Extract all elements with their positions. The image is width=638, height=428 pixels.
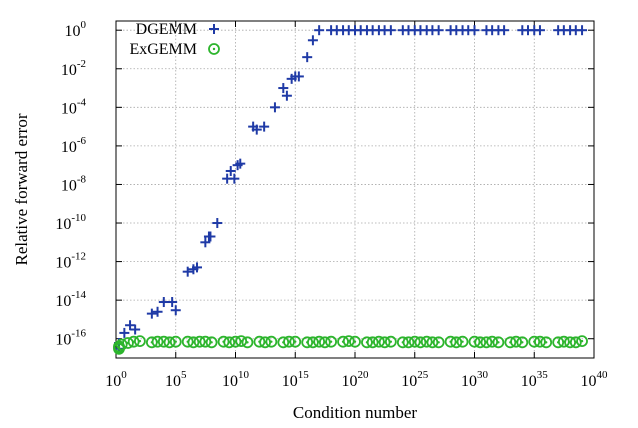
data-point: [499, 25, 510, 36]
data-point: [278, 83, 289, 94]
data-point: [289, 335, 302, 348]
axis-ticks: 100 105 1010 1015 1020 1025 1030 1035 1040 100 10-…: [55, 19, 608, 390]
data-point: [229, 173, 240, 184]
data-point: [577, 25, 588, 36]
data-point: [251, 124, 262, 135]
data-markers: [113, 25, 588, 355]
data-point: [307, 35, 318, 46]
data-point: [133, 335, 146, 348]
x-tick-label: 1040: [581, 369, 609, 390]
x-axis-title: Condition number: [293, 403, 418, 422]
x-tick-label: 1035: [521, 369, 549, 390]
y-tick-label: 10-16: [55, 328, 86, 349]
data-point: [167, 297, 178, 308]
data-point: [169, 335, 182, 348]
data-point: [212, 218, 223, 229]
data-point: [432, 336, 445, 349]
data-point: [191, 262, 202, 273]
x-tick-label: 1030: [461, 369, 489, 390]
x-tick-label: 1020: [342, 369, 370, 390]
data-point: [182, 266, 193, 277]
series-dgemm: [114, 25, 588, 354]
legend-marker: [208, 43, 220, 55]
y-tick-label: 10-14: [55, 289, 86, 310]
y-tick-label: 100: [65, 19, 87, 40]
data-point: [469, 25, 480, 36]
data-point: [516, 336, 529, 349]
data-point: [200, 237, 211, 248]
y-tick-label: 10-12: [55, 251, 86, 272]
y-tick-label: 10-2: [61, 58, 86, 79]
x-tick-label: 1025: [401, 369, 429, 390]
data-point: [170, 305, 181, 316]
data-point: [269, 102, 280, 113]
data-point: [119, 327, 130, 338]
data-point: [456, 335, 469, 348]
series-exgemm: [113, 335, 588, 355]
data-point: [534, 25, 545, 36]
x-tick-label: 1010: [222, 369, 250, 390]
data-point: [576, 335, 588, 348]
legend-label: ExGEMM: [129, 41, 197, 58]
data-point: [130, 324, 141, 335]
data-point: [349, 335, 361, 348]
data-point: [492, 336, 505, 349]
data-point: [235, 158, 246, 169]
legend-label: DGEMM: [136, 21, 197, 38]
data-point: [281, 90, 292, 101]
data-point: [205, 231, 216, 242]
legend-marker: [209, 24, 219, 34]
data-point: [293, 71, 304, 82]
y-tick-label: 10-6: [61, 135, 87, 156]
y-tick-label: 10-4: [61, 96, 87, 117]
data-point: [433, 25, 444, 36]
grid-lines: [116, 21, 594, 358]
data-point: [314, 25, 325, 36]
data-point: [158, 297, 169, 308]
y-axis-title: Relative forward error: [12, 113, 31, 265]
data-point: [205, 336, 218, 349]
data-point: [384, 335, 397, 348]
y-tick-label: 10-10: [55, 212, 86, 233]
data-point: [385, 25, 396, 36]
data-point: [325, 335, 338, 348]
x-tick-label: 100: [105, 369, 127, 390]
data-point: [540, 336, 553, 349]
x-tick-label: 105: [165, 369, 187, 390]
legend: DGEMM ExGEMM: [129, 21, 220, 58]
y-tick-label: 10-8: [61, 173, 87, 194]
data-point: [146, 308, 157, 319]
data-point: [259, 121, 270, 132]
data-point: [125, 320, 136, 331]
data-point: [152, 306, 163, 317]
data-point: [241, 336, 254, 349]
data-point: [225, 165, 236, 176]
x-tick-label: 1015: [282, 369, 310, 390]
data-point: [265, 335, 278, 348]
data-point: [302, 52, 313, 63]
